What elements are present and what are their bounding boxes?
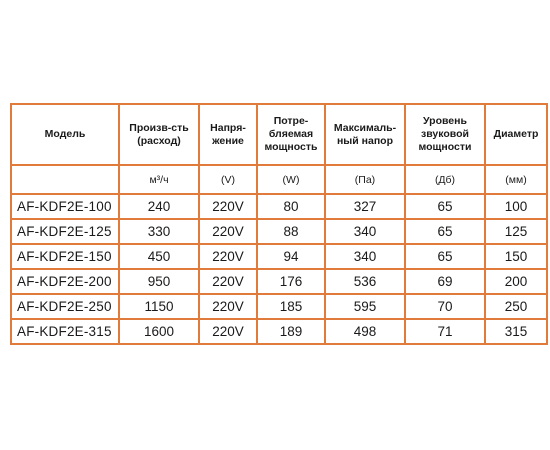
unit-voltage: (V) — [198, 164, 258, 195]
cell-power: 88 — [256, 218, 326, 245]
cell-model: AF-KDF2E-125 — [10, 218, 120, 245]
cell-voltage: 220V — [198, 268, 258, 295]
unit-power: (W) — [256, 164, 326, 195]
cell-noise: 69 — [404, 268, 486, 295]
header-row: Модель Произв-сть (расход) Напря- жение … — [10, 103, 548, 166]
header-diameter: Диаметр — [484, 103, 548, 166]
header-model: Модель — [10, 103, 120, 166]
cell-pressure: 595 — [324, 293, 406, 320]
cell-pressure: 340 — [324, 243, 406, 270]
cell-noise: 71 — [404, 318, 486, 345]
unit-diameter: (мм) — [484, 164, 548, 195]
header-noise: Уровень звуковой мощности — [404, 103, 486, 166]
table-row: AF-KDF2E-100 240 220V 80 327 65 100 — [10, 193, 548, 220]
cell-noise: 70 — [404, 293, 486, 320]
cell-noise: 65 — [404, 243, 486, 270]
cell-airflow: 1600 — [118, 318, 200, 345]
cell-model: AF-KDF2E-315 — [10, 318, 120, 345]
table-row: AF-KDF2E-150 450 220V 94 340 65 150 — [10, 243, 548, 270]
cell-airflow: 450 — [118, 243, 200, 270]
cell-noise: 65 — [404, 218, 486, 245]
cell-pressure: 498 — [324, 318, 406, 345]
cell-airflow: 330 — [118, 218, 200, 245]
cell-diameter: 150 — [484, 243, 548, 270]
cell-airflow: 950 — [118, 268, 200, 295]
cell-power: 189 — [256, 318, 326, 345]
cell-power: 94 — [256, 243, 326, 270]
unit-noise: (Дб) — [404, 164, 486, 195]
cell-voltage: 220V — [198, 193, 258, 220]
cell-diameter: 250 — [484, 293, 548, 320]
unit-airflow: м³/ч — [118, 164, 200, 195]
header-power: Потре- бляемая мощность — [256, 103, 326, 166]
unit-model — [10, 164, 120, 195]
header-voltage: Напря- жение — [198, 103, 258, 166]
cell-diameter: 125 — [484, 218, 548, 245]
header-pressure: Максималь- ный напор — [324, 103, 406, 166]
cell-power: 176 — [256, 268, 326, 295]
cell-pressure: 340 — [324, 218, 406, 245]
table-row: AF-KDF2E-200 950 220V 176 536 69 200 — [10, 268, 548, 295]
cell-voltage: 220V — [198, 243, 258, 270]
header-airflow: Произв-сть (расход) — [118, 103, 200, 166]
cell-noise: 65 — [404, 193, 486, 220]
cell-voltage: 220V — [198, 293, 258, 320]
cell-pressure: 327 — [324, 193, 406, 220]
cell-voltage: 220V — [198, 218, 258, 245]
cell-voltage: 220V — [198, 318, 258, 345]
cell-power: 80 — [256, 193, 326, 220]
cell-pressure: 536 — [324, 268, 406, 295]
cell-diameter: 100 — [484, 193, 548, 220]
cell-airflow: 240 — [118, 193, 200, 220]
cell-diameter: 200 — [484, 268, 548, 295]
table-row: AF-KDF2E-315 1600 220V 189 498 71 315 — [10, 318, 548, 345]
units-row: м³/ч (V) (W) (Па) (Дб) (мм) — [10, 164, 548, 195]
cell-model: AF-KDF2E-200 — [10, 268, 120, 295]
spec-table: Модель Произв-сть (расход) Напря- жение … — [10, 103, 548, 345]
cell-power: 185 — [256, 293, 326, 320]
cell-model: AF-KDF2E-150 — [10, 243, 120, 270]
cell-diameter: 315 — [484, 318, 548, 345]
cell-airflow: 1150 — [118, 293, 200, 320]
cell-model: AF-KDF2E-100 — [10, 193, 120, 220]
cell-model: AF-KDF2E-250 — [10, 293, 120, 320]
table-row: AF-KDF2E-125 330 220V 88 340 65 125 — [10, 218, 548, 245]
unit-pressure: (Па) — [324, 164, 406, 195]
table-row: AF-KDF2E-250 1150 220V 185 595 70 250 — [10, 293, 548, 320]
